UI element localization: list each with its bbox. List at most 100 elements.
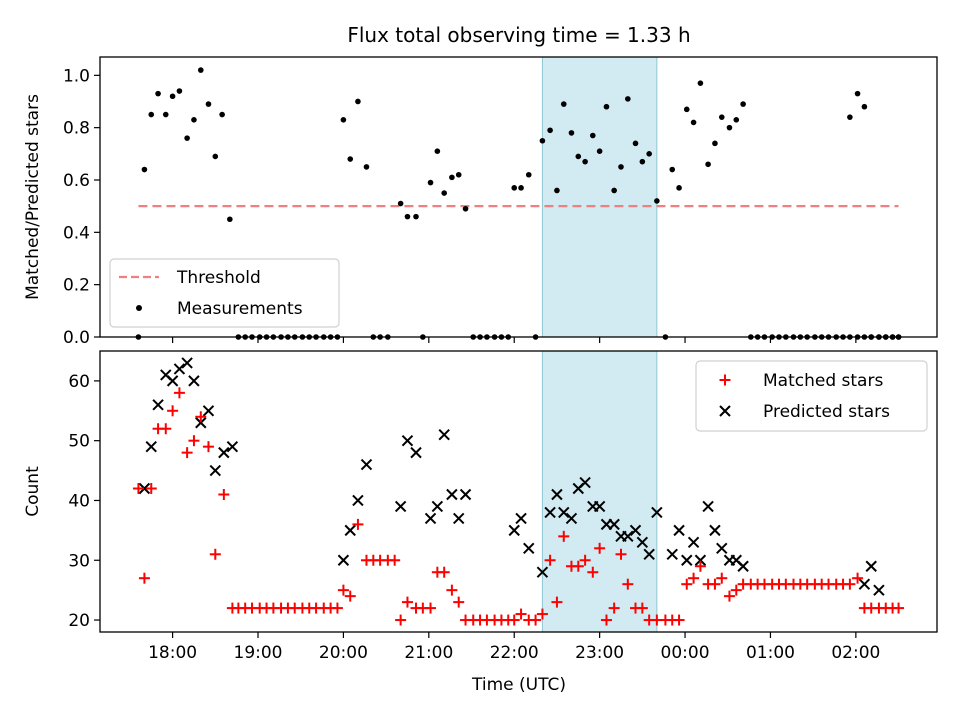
predicted-point xyxy=(181,357,193,369)
matched-point xyxy=(551,596,563,608)
matched-point xyxy=(587,566,599,578)
predicted-point xyxy=(459,488,472,501)
measurement-point xyxy=(347,156,354,162)
measurement-point xyxy=(212,153,219,160)
matched-point xyxy=(138,572,150,584)
count-axes-frame xyxy=(99,350,938,633)
measurement-point xyxy=(740,101,746,107)
matched-point xyxy=(852,572,864,584)
matched-point xyxy=(709,578,721,590)
matched-point xyxy=(173,387,185,399)
x-tick-label: 00:00 xyxy=(661,643,710,663)
matched-legend-marker xyxy=(719,374,731,386)
matched-point xyxy=(893,602,905,614)
predicted-point xyxy=(643,548,655,560)
x-axis-label: Time (UTC) xyxy=(471,675,566,695)
matched-point xyxy=(389,554,401,566)
matched-point xyxy=(594,542,606,554)
measurement-point xyxy=(441,190,447,196)
measurement-point xyxy=(539,137,546,144)
matched-point xyxy=(160,423,172,435)
ratio-legend: Threshold Measurements xyxy=(109,258,340,328)
matched-point xyxy=(344,590,356,602)
matched-point xyxy=(132,483,144,495)
measurement-point xyxy=(227,216,233,223)
x-tick-label: 01:00 xyxy=(746,643,795,663)
measurement-point xyxy=(427,179,434,186)
legend-x-glyph xyxy=(719,405,731,417)
predicted-point xyxy=(138,482,151,495)
measurement-point xyxy=(646,151,652,157)
ratio-axes-frame xyxy=(99,56,938,338)
predicted-point xyxy=(709,524,721,537)
predicted-point xyxy=(702,500,714,513)
measurement-point xyxy=(632,140,639,147)
predicted-point xyxy=(687,536,700,549)
predicted-point xyxy=(410,446,422,459)
matched-point xyxy=(218,488,230,500)
measurement-point xyxy=(861,103,868,110)
matched-point xyxy=(331,602,343,614)
predicted-point xyxy=(536,566,549,578)
threshold-legend-label: Threshold xyxy=(176,268,261,288)
measurement-point xyxy=(191,117,197,123)
predicted-point xyxy=(716,542,728,555)
matched-point xyxy=(673,614,685,626)
measurement-point xyxy=(148,111,155,118)
predicted-point xyxy=(681,554,693,566)
x-tick-label: 02:00 xyxy=(831,643,880,663)
measurement-point xyxy=(197,67,204,73)
predicted-point xyxy=(202,405,215,417)
predicted-point xyxy=(579,476,591,489)
matched-point xyxy=(723,590,735,602)
matched-point xyxy=(515,608,527,620)
measurement-point xyxy=(462,205,469,212)
y-tick-label: 30 xyxy=(68,551,90,571)
predicted-point xyxy=(858,578,871,590)
predicted-point xyxy=(438,428,450,441)
predicted-point xyxy=(629,524,642,537)
measurement-point xyxy=(611,187,617,194)
matched-point xyxy=(622,578,634,590)
ratio-y-axis-label: Matched/Predicted stars xyxy=(23,94,43,300)
matched-point xyxy=(145,483,157,495)
matched-point xyxy=(401,596,413,608)
measurement-point xyxy=(547,127,553,134)
x-tick-label: 21:00 xyxy=(404,643,453,663)
measurement-point xyxy=(718,114,725,120)
predicted-point xyxy=(166,375,179,387)
x-tick-label: 23:00 xyxy=(575,643,624,663)
predicted-point xyxy=(173,363,186,375)
predicted-point xyxy=(737,560,749,572)
predicted-point xyxy=(873,584,885,596)
measurement-point xyxy=(582,158,588,165)
matched-point xyxy=(844,578,856,590)
matched-point xyxy=(544,554,556,566)
y-tick-label: 20 xyxy=(68,611,90,631)
predicted-point xyxy=(360,458,373,471)
matched-point xyxy=(558,530,570,542)
matched-point xyxy=(438,566,450,578)
measurement-point xyxy=(575,153,582,160)
matched-point xyxy=(608,602,620,614)
predicted-point xyxy=(608,518,620,531)
measurement-point xyxy=(690,119,697,126)
measurement-point xyxy=(676,185,682,191)
predicted-point xyxy=(152,399,164,411)
matched-point xyxy=(195,411,207,423)
predicted-point xyxy=(431,500,444,513)
matched-point xyxy=(446,584,458,596)
x-tick-label: 19:00 xyxy=(234,643,283,663)
measurement-point xyxy=(669,166,676,173)
measurement-point xyxy=(683,106,690,113)
matched-point xyxy=(579,554,591,566)
matched-point xyxy=(202,441,214,453)
measurement-point xyxy=(449,174,455,181)
matched-point xyxy=(600,614,612,626)
predicted-point xyxy=(344,524,356,537)
matched-point xyxy=(536,608,548,620)
measurement-point xyxy=(712,140,718,147)
matched-point xyxy=(508,614,520,626)
measurement-point xyxy=(554,187,560,194)
